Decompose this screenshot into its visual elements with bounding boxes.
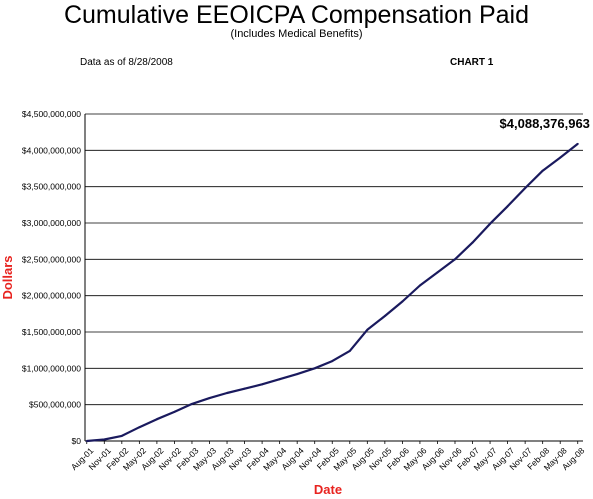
data-point <box>313 367 316 370</box>
y-tick-label: $3,000,000,000 <box>22 218 81 228</box>
data-point <box>348 349 351 352</box>
chart-title: Cumulative EEOICPA Compensation Paid <box>63 1 530 29</box>
y-tick-label: $0 <box>72 436 82 446</box>
y-tick-label: $1,500,000,000 <box>22 327 81 337</box>
data-point <box>261 383 264 386</box>
data-point <box>453 258 456 261</box>
data-point <box>331 360 334 363</box>
data-point <box>559 156 562 159</box>
y-tick-label: $4,000,000,000 <box>22 145 81 155</box>
data-point <box>576 142 579 145</box>
y-tick-label: $2,000,000,000 <box>22 291 81 301</box>
data-point <box>366 328 369 331</box>
data-as-of-label: Data as of 8/28/2008 <box>80 57 173 68</box>
data-point <box>208 397 211 400</box>
x-axis-ticks: Aug-01Nov-01Feb-02May-02Aug-02Nov-02Feb-… <box>69 441 587 473</box>
data-point <box>173 410 176 413</box>
data-point <box>243 387 246 390</box>
y-axis-ticks: $0 $500,000,000 $1,000,000,000 $1,500,000,0… <box>22 109 81 446</box>
data-point <box>436 271 439 274</box>
chart-subtitle: (Includes Medical Benefits) <box>230 28 363 40</box>
data-points <box>85 142 579 442</box>
data-point <box>155 418 158 421</box>
y-tick-label: $1,000,000,000 <box>22 363 81 373</box>
data-point <box>471 241 474 244</box>
data-point <box>418 284 421 287</box>
y-tick-label: $2,500,000,000 <box>22 254 81 264</box>
gridlines <box>85 113 583 406</box>
data-point <box>85 440 88 442</box>
data-point <box>506 205 509 208</box>
data-point <box>278 378 281 381</box>
data-point <box>138 426 141 429</box>
data-point <box>541 169 544 172</box>
data-point <box>383 315 386 318</box>
data-point <box>524 187 527 190</box>
data-point <box>103 438 106 441</box>
data-point <box>190 402 193 405</box>
data-point <box>120 434 123 437</box>
data-point <box>401 300 404 303</box>
data-point <box>226 392 229 395</box>
y-axis-title: Dollars <box>0 255 15 299</box>
data-point <box>296 373 299 376</box>
y-tick-label: $3,500,000,000 <box>22 182 81 192</box>
final-value-annotation: $4,088,376,963 <box>500 116 590 131</box>
data-point <box>489 222 492 225</box>
series-line-cumulative <box>86 143 579 443</box>
x-axis-title: Date <box>314 482 342 497</box>
y-tick-label: $500,000,000 <box>29 400 81 410</box>
chart-number-label: CHART 1 <box>450 57 494 68</box>
y-tick-label: $4,500,000,000 <box>22 109 81 119</box>
